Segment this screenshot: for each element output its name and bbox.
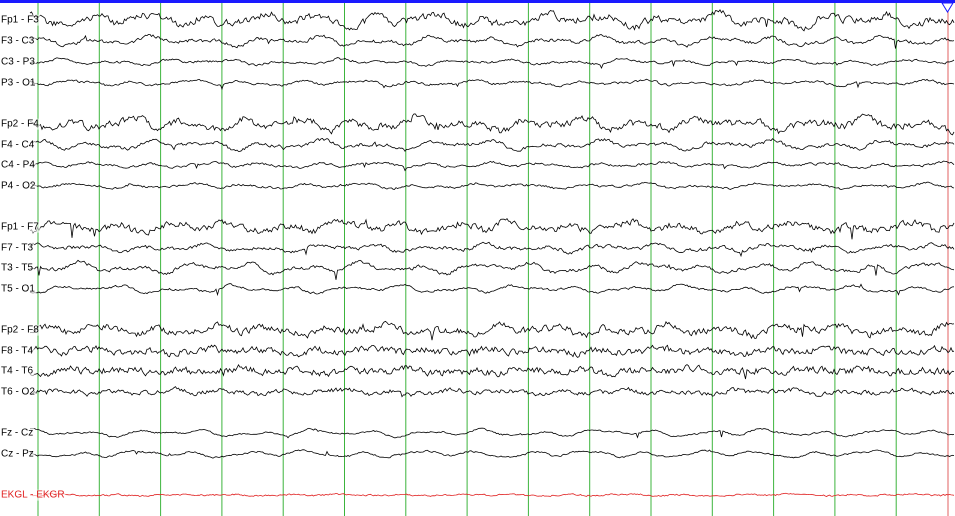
eeg-trace — [29, 138, 955, 152]
eeg-trace — [29, 283, 955, 297]
channel-label: T4 - T6 — [1, 366, 33, 377]
label-background — [0, 386, 37, 398]
label-background — [0, 139, 36, 151]
channel-label: Cz - Pz — [1, 449, 34, 460]
channel-label: Fp2 - F8 — [1, 325, 39, 336]
eeg-trace — [29, 344, 955, 358]
label-background — [0, 427, 35, 439]
label-background — [0, 221, 41, 233]
eeg-trace — [29, 259, 955, 280]
label-background — [0, 14, 41, 26]
eeg-trace — [29, 160, 955, 172]
eeg-trace — [29, 9, 955, 32]
channel-label: Fz - Cz — [1, 428, 33, 439]
channel-label: P3 - O1 — [1, 78, 36, 89]
channel-label: Fp1 - F3 — [1, 15, 39, 26]
channel-label: C4 - P4 — [1, 160, 35, 171]
label-background — [0, 448, 35, 460]
channel-label: T5 - O1 — [1, 284, 35, 295]
channel-label: T6 - O2 — [1, 387, 35, 398]
eeg-trace — [29, 57, 955, 69]
channel-label: Fp1 - F7 — [1, 222, 39, 233]
eeg-trace — [30, 427, 955, 439]
channel-labels: Fp1 - F3 F3 - C3 C3 - P3 P3 - O1 Fp2 - F4 F4 … — [0, 14, 66, 501]
label-background — [0, 262, 35, 274]
channel-label: F4 - C4 — [1, 140, 35, 151]
eeg-trace — [29, 241, 955, 258]
label-background — [0, 242, 35, 254]
label-background — [0, 345, 35, 357]
cursor-marker[interactable] — [941, 2, 954, 13]
label-background — [0, 489, 66, 501]
label-background — [0, 77, 37, 89]
eeg-trace — [29, 78, 955, 91]
label-background — [0, 56, 37, 68]
channel-label: F3 - C3 — [1, 36, 35, 47]
channel-label: Fp2 - F4 — [1, 119, 39, 130]
top-bar — [0, 0, 955, 3]
eeg-trace — [29, 386, 955, 398]
eeg-trace — [29, 363, 955, 380]
label-background — [0, 180, 37, 192]
label-background — [0, 159, 37, 171]
eeg-trace — [29, 492, 955, 497]
channel-label: EKGL - EKGR — [1, 490, 65, 501]
label-background — [0, 365, 35, 377]
eeg-trace — [29, 113, 955, 136]
channel-label: T3 - T5 — [1, 263, 33, 274]
channel-label: F7 - T3 — [1, 243, 33, 254]
label-background — [0, 324, 41, 336]
eeg-trace — [29, 320, 955, 341]
eeg-trace — [29, 449, 955, 459]
eeg-trace — [29, 217, 955, 240]
eeg-trace — [30, 34, 955, 49]
channel-label: F8 - T4 — [1, 346, 33, 357]
traces — [29, 9, 955, 497]
channel-label: C3 - P3 — [1, 57, 35, 68]
time-grid — [37, 3, 897, 516]
channel-label: P4 - O2 — [1, 181, 36, 192]
eeg-trace — [29, 181, 955, 190]
label-background — [0, 118, 41, 130]
label-background — [0, 35, 36, 47]
label-background — [0, 283, 37, 295]
